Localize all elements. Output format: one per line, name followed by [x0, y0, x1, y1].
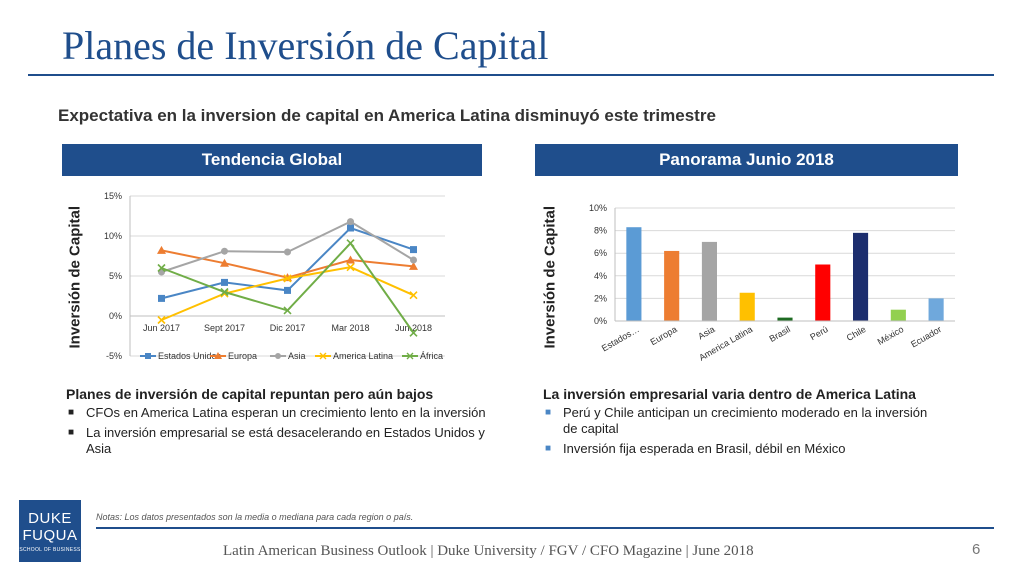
legend-label: Asia — [288, 351, 306, 361]
legend-marker — [145, 353, 151, 359]
notes: Notas: Los datos presentados son la medi… — [96, 512, 414, 522]
bar-6 — [853, 232, 869, 321]
line-point — [221, 247, 228, 255]
banner-tendencia-global: Tendencia Global — [62, 144, 482, 176]
title-rule — [28, 74, 994, 76]
bar-chart-x-tick-label: Asia — [696, 324, 716, 341]
line-point — [410, 256, 417, 264]
line-chart-y-tick-label: 0% — [109, 311, 122, 321]
legend-label: Europa — [228, 351, 257, 361]
legend-label: America Latina — [333, 351, 393, 361]
bar-chart-x-tick-label: Estados… — [600, 324, 641, 353]
line-chart-y-tick-label: 15% — [104, 191, 122, 201]
legend-marker — [275, 353, 281, 359]
duke-fuqua-logo: DUKE FUQUA SCHOOL OF BUSINESS — [19, 500, 81, 562]
bar-chart-x-tick-label: México — [876, 324, 906, 347]
legend-marker — [214, 352, 222, 359]
bar-chart-y-tick-label: 6% — [594, 248, 607, 258]
right-panel-heading: La inversión empresarial varia dentro de… — [543, 386, 916, 402]
bullet-text: CFOs en America Latina esperan un crecim… — [86, 405, 486, 420]
square-bullet-icon: ■ — [68, 407, 75, 418]
bullet-text: Inversión fija esperada en Brasil, débil… — [563, 441, 846, 456]
bar-chart-y-tick-label: 0% — [594, 316, 607, 326]
line-point — [409, 291, 418, 300]
bar-chart-y-axis-label: Inversión de Capital — [541, 205, 559, 349]
line-point — [346, 255, 355, 264]
bar-5 — [815, 264, 831, 321]
slide-title: Planes de Inversión de Capital — [62, 23, 549, 68]
legend-marker — [319, 352, 327, 360]
line-point — [409, 261, 418, 270]
line-point — [346, 239, 355, 248]
legend-marker — [406, 352, 414, 360]
line-chart-y-axis-label: Inversión de Capital — [66, 205, 84, 349]
line-chart-x-tick-label: Mar 2018 — [331, 323, 369, 333]
bar-chart-x-tick-label: Europa — [649, 324, 679, 347]
square-bullet-icon: ■ — [545, 443, 552, 454]
line-point — [347, 218, 354, 226]
bar-chart-y-tick-label: 10% — [589, 203, 607, 213]
line-point — [283, 306, 292, 315]
left-bullet-2: ■ La inversión empresarial se está desac… — [66, 425, 486, 457]
line-chart-x-tick-label: Jun 2018 — [395, 323, 432, 333]
line-point — [347, 224, 354, 232]
line-point — [284, 248, 291, 256]
bar-7 — [890, 309, 906, 321]
right-bullet-1: ■ Perú y Chile anticipan un crecimiento … — [543, 405, 943, 437]
bar-chart-x-tick-label: Brasil — [768, 324, 792, 344]
line-point — [157, 245, 166, 254]
right-bullet-list: ■ Perú y Chile anticipan un crecimiento … — [543, 405, 943, 461]
line-chart-x-tick-label: Jun 2017 — [143, 323, 180, 333]
bar-chart-y-tick-label: 2% — [594, 293, 607, 303]
bar-8 — [928, 298, 944, 321]
left-bullet-1: ■ CFOs en America Latina esperan un crec… — [66, 405, 486, 421]
logo-word-duke: DUKE — [28, 509, 72, 527]
line-point — [284, 286, 291, 294]
line-chart-x-tick-label: Dic 2017 — [270, 323, 306, 333]
banner-panorama: Panorama Junio 2018 — [535, 144, 958, 176]
bar-chart-x-tick-label: Chile — [845, 324, 868, 343]
bar-4 — [777, 317, 793, 321]
bar-1 — [664, 250, 680, 321]
line-point — [221, 278, 228, 286]
legend-label: Estados Unidos — [158, 351, 222, 361]
bar-chart-y-tick-label: 4% — [594, 271, 607, 281]
line-point — [220, 287, 229, 297]
square-bullet-icon: ■ — [545, 407, 552, 418]
line-series-2 — [161, 220, 415, 273]
line-point — [220, 258, 229, 267]
line-point — [157, 315, 166, 325]
bar-chart-y-tick-label: 8% — [594, 226, 607, 236]
bar-0 — [626, 227, 642, 321]
line-chart-y-tick-label: 5% — [109, 271, 122, 281]
square-bullet-icon: ■ — [68, 427, 75, 438]
line-point — [410, 246, 417, 254]
footer-rule — [96, 527, 994, 529]
bar-3 — [739, 292, 755, 321]
left-bullet-list: ■ CFOs en America Latina esperan un crec… — [66, 405, 486, 461]
bullet-text: Perú y Chile anticipan un crecimiento mo… — [563, 405, 928, 436]
logo-word-fuqua: FUQUA — [22, 526, 78, 544]
line-point — [157, 263, 166, 273]
logo-subtitle: SCHOOL OF BUSINESS — [19, 546, 81, 553]
bar-2 — [701, 241, 717, 321]
right-bullet-2: ■ Inversión fija esperada en Brasil, déb… — [543, 441, 943, 457]
line-chart-y-tick-label: 10% — [104, 231, 122, 241]
left-panel-heading: Planes de inversión de capital repuntan … — [66, 386, 434, 402]
line-chart-x-tick-label: Sept 2017 — [204, 323, 245, 333]
bullet-text: La inversión empresarial se está desacel… — [86, 425, 485, 456]
legend-label: África — [420, 351, 443, 361]
line-point — [283, 274, 292, 283]
slide-subtitle: Expectativa en la inversion de capital e… — [58, 106, 716, 125]
bar-chart-x-tick-label: Perú — [808, 324, 829, 342]
bar-chart-x-tick-label: Ecuador — [909, 324, 943, 349]
line-point — [346, 263, 355, 272]
line-point — [158, 294, 165, 302]
footer-text: Latin American Business Outlook | Duke U… — [223, 543, 754, 559]
page-number: 6 — [972, 541, 981, 558]
line-chart-y-tick-label: -5% — [106, 351, 122, 361]
line-chart: -5% 0% 5% 10% 15% Jun 2017 Sept 2017 Dic 2017 Ma… — [104, 191, 445, 361]
line-point — [409, 328, 418, 337]
